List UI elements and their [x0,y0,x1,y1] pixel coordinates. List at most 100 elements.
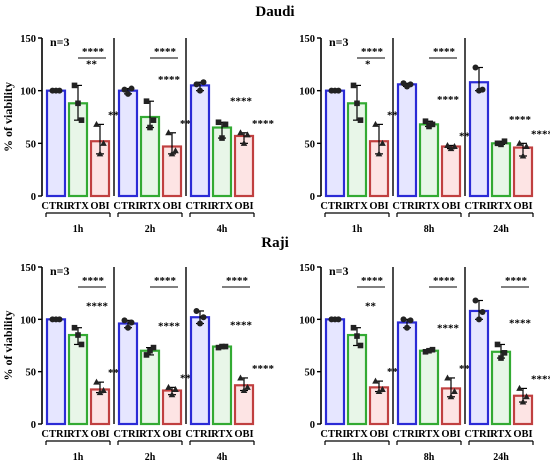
data-point [168,150,176,157]
data-point [407,81,414,88]
data-point [501,138,508,145]
bar-ctrl [189,84,211,198]
y-tick-label: 150 [20,34,36,45]
data-point [451,388,458,395]
category-label: RTX [67,429,89,440]
data-point [125,90,131,97]
data-point [472,64,479,71]
group-label: 8h [424,224,435,235]
bar-rtx [490,142,512,198]
data-point [472,297,479,304]
data-point [240,387,248,394]
category-label: RTX [418,429,440,440]
bar-ctrl [189,316,211,426]
data-point [75,100,81,107]
y-tick-label: 50 [305,139,316,150]
data-point [93,120,100,127]
significance-label: **** [158,74,181,86]
data-point [168,391,176,398]
data-point [128,319,135,326]
data-point [215,344,222,351]
data-point [75,332,81,338]
data-point [494,140,501,147]
y-tick-label: 0 [31,420,36,431]
significance-label: **** [82,275,105,287]
n-annotation: n=3 [50,264,70,278]
section-title-daudi: Daudi [255,4,294,20]
y-tick-label: 50 [26,139,37,150]
data-point [193,307,200,314]
section-title-raji: Raji [261,235,289,251]
y-axis-label: % of viability [1,82,15,152]
category-label: OBI [369,429,388,440]
data-point [479,309,486,316]
significance-label: **** [361,275,384,287]
significance-label: **** [433,275,456,287]
significance-label: **** [252,118,275,130]
category-label: RTX [418,201,440,212]
data-point [444,141,451,148]
data-point [128,85,135,92]
data-point [125,324,131,331]
data-point [350,82,357,89]
significance-label: **** [531,128,550,140]
category-label: CTRL [320,429,349,440]
category-label: RTX [346,429,368,440]
category-label: OBI [90,429,109,440]
category-label: CTRL [464,429,493,440]
significance-label: * [365,58,371,70]
data-point [444,374,451,381]
data-point [244,131,251,138]
data-point [447,393,455,400]
data-point [222,121,229,128]
significance-label: **** [154,275,177,287]
data-point [350,324,357,331]
chart-daudi-right: 050100150n=3CTRLRTX*OBI********1hCTRLRTX… [299,34,550,235]
data-point [494,341,501,348]
y-tick-label: 150 [20,263,36,274]
data-point [71,324,78,331]
significance-label: **** [509,114,532,126]
y-tick-label: 50 [26,368,37,379]
group-label: 8h [424,452,435,461]
n-annotation: n=3 [50,35,70,49]
data-point [519,152,527,159]
y-tick-label: 0 [31,192,36,203]
significance-label: **** [505,275,528,287]
category-label: OBI [441,201,460,212]
data-point [222,343,229,350]
bar-rtx [418,123,440,198]
bar-rtx [490,350,512,426]
y-tick-label: 150 [299,263,315,274]
data-point [498,355,504,361]
data-point [150,117,157,123]
bar-ctrl [468,309,490,426]
y-tick-label: 100 [299,315,315,326]
data-point [516,384,523,391]
bar-rtx [139,349,161,426]
data-point [375,150,383,157]
group-label: 2h [145,452,156,461]
data-point [400,316,407,323]
category-label: CTRL [113,201,142,212]
group-label: 1h [73,224,84,235]
bar-ctrl [117,322,139,426]
category-label: RTX [211,201,233,212]
bar-ctrl [324,89,346,198]
data-point [429,346,436,353]
significance-label: **** [433,46,456,58]
n-annotation: n=3 [329,264,349,278]
data-point [335,316,342,323]
group-label: 4h [217,224,228,235]
bar-rtx [211,345,233,426]
category-label: CTRL [320,201,349,212]
data-point [147,347,153,354]
category-label: CTRL [113,429,142,440]
significance-label: **** [158,321,181,333]
data-point [357,342,364,349]
bar-rtx [418,349,440,426]
significance-label: **** [82,46,105,58]
category-label: RTX [139,201,161,212]
category-label: CTRL [392,201,421,212]
